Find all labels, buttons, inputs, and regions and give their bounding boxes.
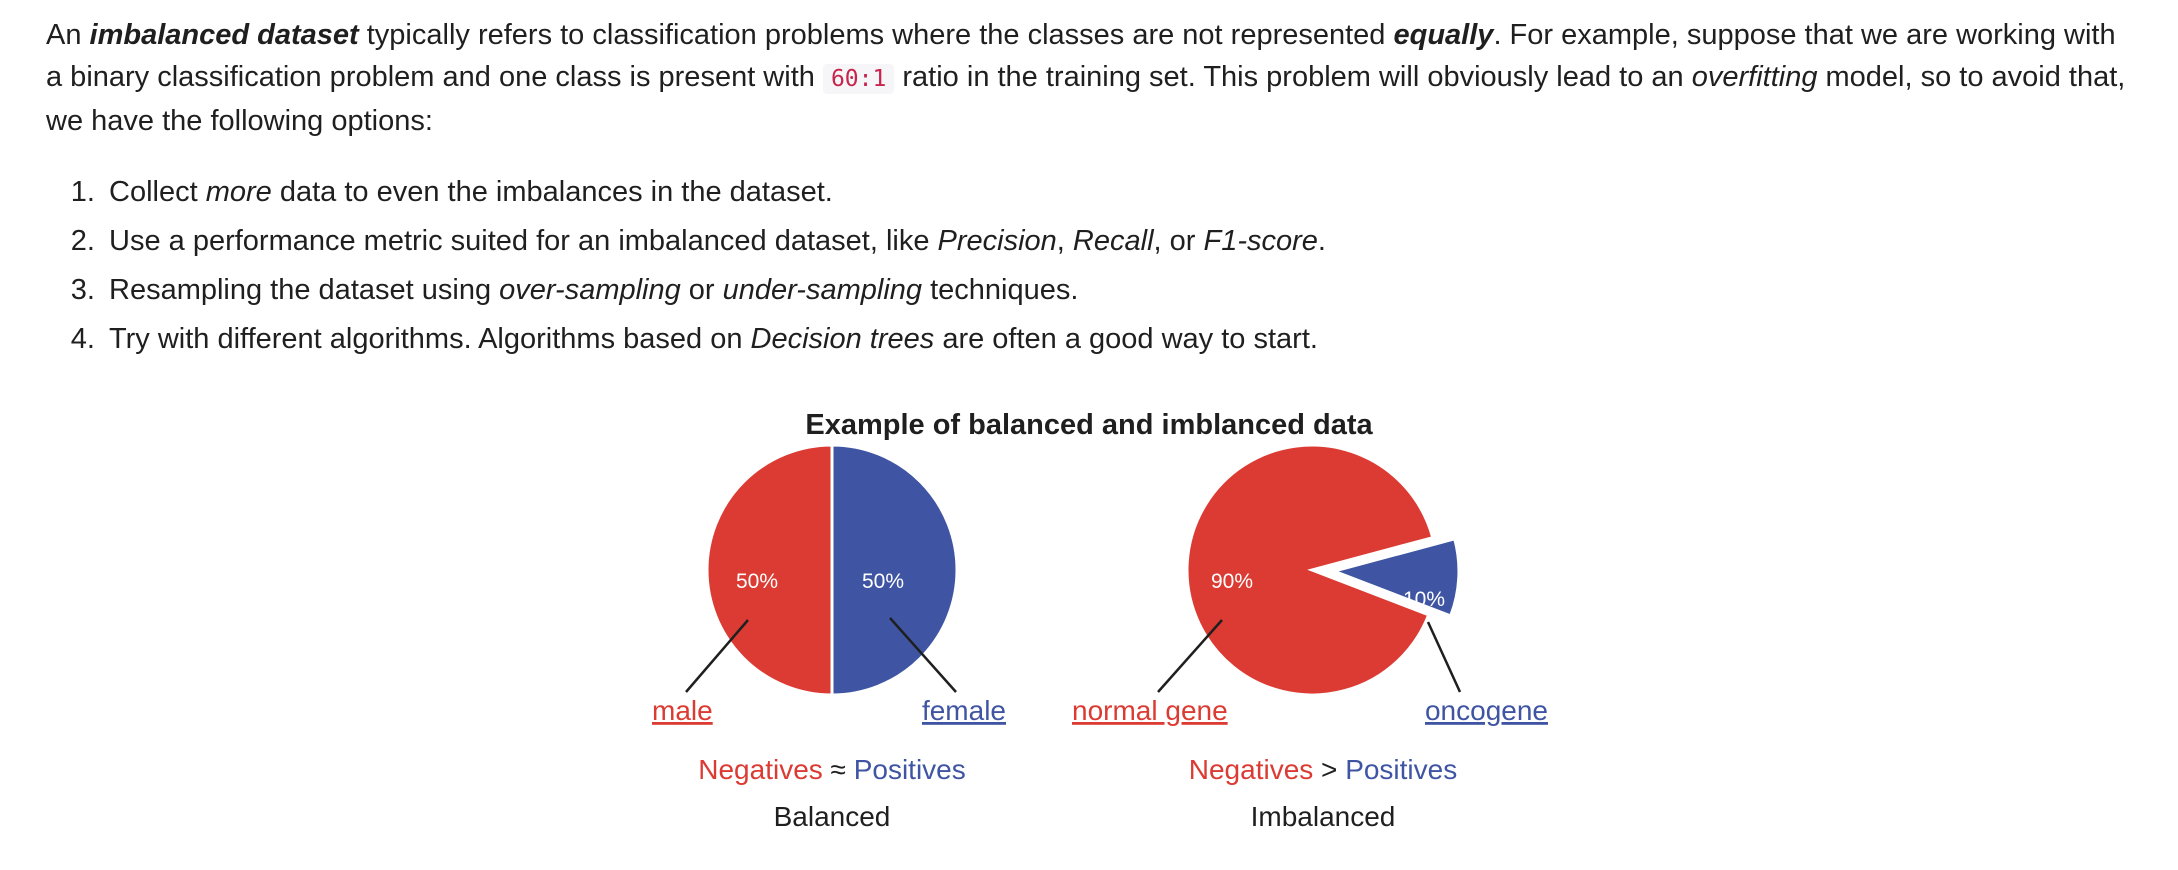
leader-line [1157,619,1223,693]
intro-text: ratio in the training set. This problem … [894,61,1692,93]
intro-text: . For example, suppose that we are worki… [46,19,2116,93]
leader-line [889,617,957,693]
leader-line [1426,621,1462,693]
slice-category-label: male [652,695,713,726]
pie-percent-label: 10% [1403,588,1445,611]
class-relation-legend: Negatives > Positives [1189,754,1457,785]
pie-percent-label: 50% [736,570,778,593]
emphasis-equally: equally [1393,19,1494,51]
term-imbalanced-dataset: imbalanced dataset [89,19,359,51]
options-list: Collect more data to even the imbalances… [46,168,2136,364]
intro-text: model, so to avoid that, we have the fol… [46,61,2126,137]
intro-paragraph: An imbalanced dataset typically refers t… [46,14,2136,142]
list-item: Collect more data to even the imbalances… [103,168,2136,217]
list-item: Use a performance metric suited for an i… [103,217,2136,266]
pie-caption: Imbalanced [1251,801,1396,832]
intro-text: An [46,19,90,51]
pie-chart-figure: Example of balanced and imblanced data 5… [652,409,1548,832]
class-relation-legend: Negatives ≈ Positives [698,754,966,785]
intro-text: typically refers to classification probl… [358,19,1394,51]
pie-percent-label: 90% [1211,570,1253,593]
slice-category-label: normal gene [1072,695,1228,726]
pie-slice [1185,443,1435,697]
pie-caption: Balanced [774,801,891,832]
pie-slice [1329,536,1461,618]
list-item: Resampling the dataset using over-sampli… [103,266,2136,315]
pie-percent-label: 50% [862,570,904,593]
figure: Example of balanced and imblanced data 5… [0,390,2178,860]
list-item: Try with different algorithms. Algorithm… [103,315,2136,364]
ratio-code: 60:1 [822,64,895,94]
leader-line [685,619,749,693]
pie-slice [830,443,959,697]
emphasis-overfitting: overfitting [1691,61,1818,93]
slice-category-label: female [922,695,1006,726]
slice-category-label: oncogene [1425,695,1548,726]
article-body: An imbalanced dataset typically refers t… [46,14,2136,364]
chart-title: Example of balanced and imblanced data [805,409,1373,441]
